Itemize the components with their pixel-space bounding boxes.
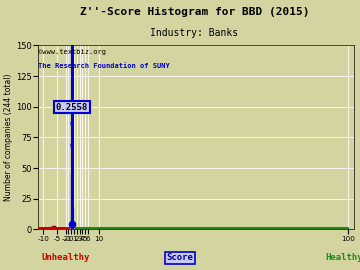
- Y-axis label: Number of companies (244 total): Number of companies (244 total): [4, 74, 13, 201]
- Bar: [52, 226, 56, 229]
- Text: Score: Score: [167, 253, 193, 262]
- Text: Industry: Banks: Industry: Banks: [150, 28, 238, 38]
- Text: ©www.textbiz.org: ©www.textbiz.org: [39, 49, 107, 55]
- Text: 0.2558: 0.2558: [56, 103, 88, 112]
- Bar: [71, 174, 72, 229]
- Text: The Research Foundation of SUNY: The Research Foundation of SUNY: [39, 63, 170, 69]
- Text: Unhealthy: Unhealthy: [41, 253, 90, 262]
- Bar: [76, 227, 349, 229]
- Bar: [49, 227, 52, 229]
- Text: Z''-Score Histogram for BBD (2015): Z''-Score Histogram for BBD (2015): [80, 7, 309, 17]
- Bar: [73, 207, 74, 229]
- Bar: [75, 227, 76, 229]
- Bar: [38, 227, 71, 229]
- Text: Healthy: Healthy: [325, 253, 360, 262]
- Bar: [89, 227, 90, 229]
- Bar: [72, 48, 73, 229]
